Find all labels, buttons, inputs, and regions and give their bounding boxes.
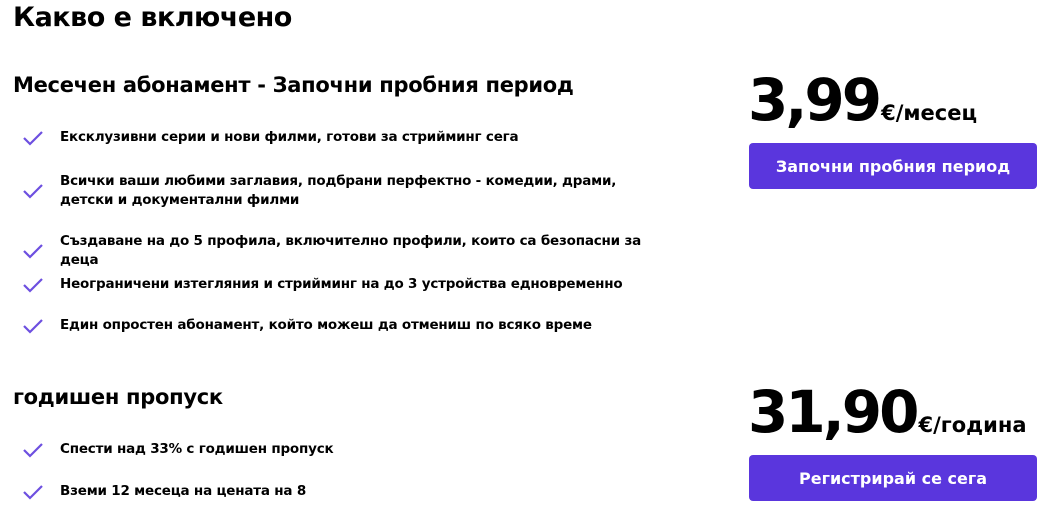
price-annual: 31,90 €/година	[748, 378, 1027, 446]
check-icon	[23, 442, 43, 458]
register-now-button[interactable]: Регистрирай се сега	[749, 455, 1037, 501]
check-icon	[23, 130, 43, 146]
check-icon	[23, 277, 43, 293]
feature-item: Неограничени изтегляния и стрийминг на д…	[22, 275, 662, 294]
check-icon	[23, 184, 43, 199]
feature-item: Един опростен абонамент, който можеш да …	[22, 316, 662, 335]
plan-title-annual: годишен пропуск	[13, 385, 223, 409]
start-trial-button[interactable]: Започни пробния период	[749, 143, 1037, 189]
feature-item: Вземи 12 месеца на цената на 8	[22, 482, 662, 501]
price-monthly: 3,99 €/месец	[748, 66, 978, 134]
plan-title-monthly: Месечен абонамент - Започни пробния пери…	[13, 73, 574, 97]
page-title: Какво е включено	[13, 2, 292, 33]
check-icon	[23, 484, 43, 500]
feature-item: Ексклузивни серии и нови филми, готови з…	[22, 128, 662, 147]
check-icon	[23, 244, 43, 259]
check-icon	[23, 318, 43, 334]
feature-item: Спести над 33% с годишен пропуск	[22, 440, 662, 459]
feature-item: Всички ваши любими заглавия, подбрани пе…	[22, 172, 662, 210]
feature-item: Създаване на до 5 профила, включително п…	[22, 232, 662, 270]
